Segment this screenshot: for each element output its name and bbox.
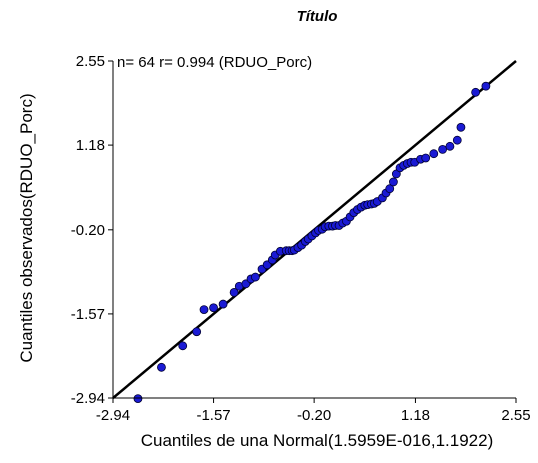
y-tick-label: 2.55	[76, 53, 105, 70]
data-point	[445, 141, 455, 151]
data-point	[229, 288, 239, 297]
data-point	[481, 81, 491, 91]
data-point	[209, 303, 218, 313]
x-ticks-layer: -2.94 -1.57 -0.20 1.18 2.55	[96, 398, 531, 424]
data-point	[199, 305, 209, 315]
y-tick-label: 1.18	[76, 137, 105, 154]
stats-annotation: n= 64 r= 0.994 (RDUO_Porc)	[117, 54, 312, 71]
data-point	[218, 299, 228, 309]
data-point	[133, 394, 143, 404]
x-axis-label: Cuantiles de una Normal(1.5959E-016,1.19…	[141, 431, 494, 450]
data-point	[385, 184, 395, 194]
x-tick-label: -1.57	[196, 407, 230, 424]
data-point	[192, 327, 202, 337]
chart-title: Título	[297, 8, 338, 25]
y-tick-label: -1.57	[71, 306, 105, 323]
x-tick-label: -2.94	[96, 407, 130, 424]
data-point	[471, 87, 481, 97]
data-point	[452, 135, 462, 145]
x-tick-label: 2.55	[501, 407, 530, 424]
data-point	[157, 362, 166, 372]
x-tick-label: 1.18	[401, 407, 430, 424]
y-axis-label: Cuantiles observados(RDUO_Porc)	[17, 93, 36, 362]
y-ticks-layer: -2.94 -1.57 -0.20 1.18 2.55	[71, 53, 113, 407]
data-points-layer	[133, 81, 491, 404]
data-point	[251, 272, 260, 282]
data-point	[438, 144, 447, 154]
data-point	[389, 177, 398, 187]
data-point	[456, 122, 466, 132]
y-tick-label: -2.94	[71, 390, 105, 407]
data-point	[421, 153, 431, 163]
data-point	[429, 149, 439, 159]
data-point	[178, 341, 188, 351]
y-tick-label: -0.20	[71, 222, 105, 239]
x-tick-label: -0.20	[297, 407, 331, 424]
